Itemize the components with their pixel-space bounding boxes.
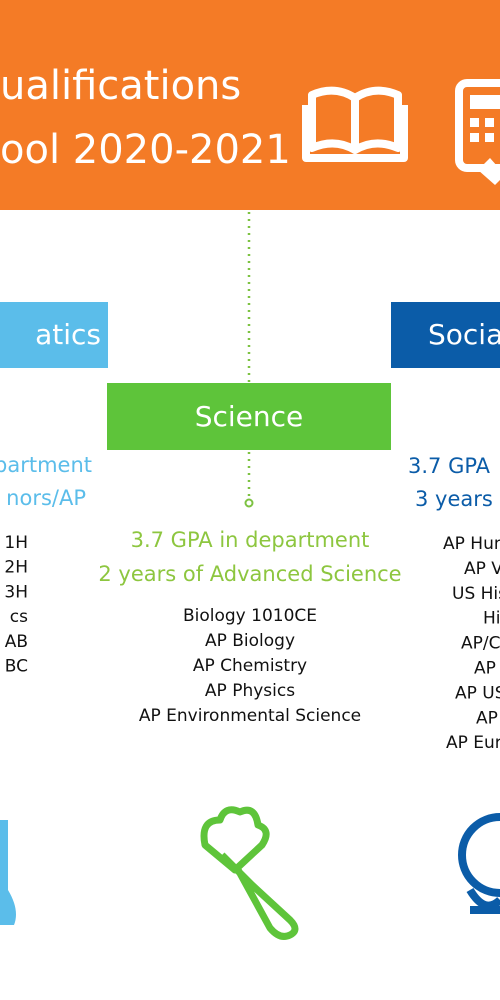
- course: AP Biology: [205, 631, 295, 651]
- course: AP V: [464, 559, 500, 579]
- requirement: nors/AP: [6, 486, 86, 510]
- requirement: 3.7 GPA in department: [131, 528, 370, 552]
- course: 1H: [4, 533, 28, 553]
- course: Biology 1010CE: [183, 606, 317, 626]
- science-box: [107, 383, 391, 450]
- course: AP Environmental Science: [139, 706, 361, 726]
- flask-icon: [0, 820, 16, 925]
- book-icon: [302, 86, 408, 162]
- requirement: 3 years: [415, 487, 493, 511]
- course: AP Chemistry: [193, 656, 307, 676]
- header-band: [0, 0, 500, 210]
- course: AP/C: [461, 634, 500, 654]
- course: AP Physics: [205, 681, 295, 701]
- course: AP: [474, 659, 496, 679]
- course: AP Hum: [443, 534, 500, 554]
- requirement: 3.7 GPA: [408, 454, 491, 478]
- calculator-icon: [455, 79, 500, 185]
- course: 3H: [4, 582, 28, 602]
- header-title: ualifications: [0, 63, 241, 109]
- requirement: 2 years of Advanced Science: [98, 562, 401, 586]
- globe-icon: [458, 813, 500, 914]
- header-title: ool 2020-2021: [0, 127, 291, 173]
- course: Hi: [483, 609, 500, 629]
- box-label: Science: [195, 400, 304, 433]
- course: AP US: [455, 683, 500, 703]
- course: AP: [476, 708, 498, 728]
- connector-dot: [244, 498, 254, 508]
- course: 2H: [4, 558, 28, 578]
- course: AP Eur: [446, 733, 500, 753]
- box-label: atics: [35, 318, 101, 351]
- course: BC: [5, 657, 28, 677]
- requirement: partment: [0, 453, 92, 477]
- course: cs: [10, 607, 28, 627]
- test-tube-icon: [200, 806, 299, 940]
- course: US His: [452, 584, 500, 604]
- math-box: [0, 302, 108, 368]
- social-box: [391, 302, 500, 368]
- course: AB: [5, 632, 28, 652]
- box-label: Socia: [428, 318, 500, 351]
